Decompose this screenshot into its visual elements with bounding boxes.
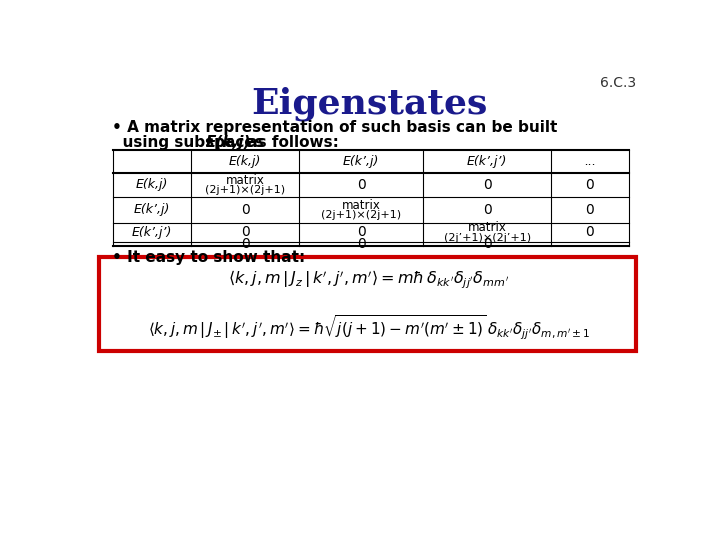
Text: 0: 0: [240, 237, 249, 251]
Text: 0: 0: [483, 237, 492, 251]
Text: 0: 0: [357, 225, 366, 239]
Text: $\langle k, j, m \,|\, J_{\pm} \,|\, k', j', m' \rangle = \hbar \sqrt{j(j+1) - m: $\langle k, j, m \,|\, J_{\pm} \,|\, k',…: [148, 314, 590, 342]
Text: E(k’,j’): E(k’,j’): [132, 226, 172, 239]
Text: E(k’,j): E(k’,j): [134, 204, 170, 217]
Text: 0: 0: [483, 203, 492, 217]
Text: matrix: matrix: [342, 199, 381, 212]
FancyBboxPatch shape: [99, 257, 636, 351]
Text: E(k,j): E(k,j): [229, 154, 261, 167]
Text: 0: 0: [585, 178, 594, 192]
Text: Eigenstates: Eigenstates: [251, 86, 487, 121]
Text: $\langle k, j, m \,|\, J_z \,|\, k', j', m' \rangle = m\hbar\, \delta_{kk'}\delt: $\langle k, j, m \,|\, J_z \,|\, k', j',…: [228, 268, 510, 290]
Text: 0: 0: [357, 178, 366, 192]
Text: E(k,j): E(k,j): [205, 135, 251, 150]
Text: E(k’,j’): E(k’,j’): [467, 154, 508, 167]
Text: (2j+1)×(2j+1): (2j+1)×(2j+1): [205, 185, 285, 195]
Text: 0: 0: [357, 237, 366, 251]
Text: • It easy to show that:: • It easy to show that:: [112, 249, 305, 265]
Text: (2j’+1)×(2j’+1): (2j’+1)×(2j’+1): [444, 233, 531, 242]
Text: 0: 0: [585, 203, 594, 217]
Text: ...: ...: [146, 237, 158, 251]
Text: as follows:: as follows:: [242, 135, 339, 150]
Text: E(k’,j): E(k’,j): [343, 154, 379, 167]
Text: E(k,j): E(k,j): [136, 178, 168, 191]
Text: • A matrix representation of such basis can be built: • A matrix representation of such basis …: [112, 120, 557, 135]
Text: 0: 0: [483, 178, 492, 192]
Text: 0: 0: [240, 225, 249, 239]
Text: 0: 0: [240, 203, 249, 217]
Text: 0: 0: [585, 225, 594, 239]
Text: matrix: matrix: [468, 221, 507, 234]
Text: (2j+1)×(2j+1): (2j+1)×(2j+1): [321, 211, 401, 220]
Text: using subspaces: using subspaces: [112, 135, 269, 150]
Text: matrix: matrix: [225, 174, 264, 187]
Text: 6.C.3: 6.C.3: [600, 76, 636, 90]
Text: ...: ...: [584, 154, 596, 167]
